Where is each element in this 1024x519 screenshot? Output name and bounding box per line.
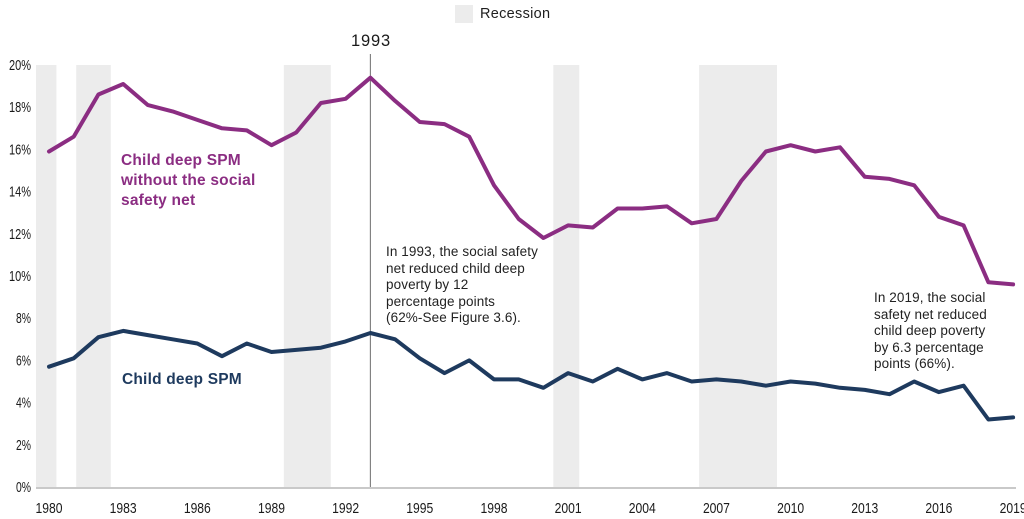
x-tick-label: 1980 — [36, 500, 63, 517]
legend: Recession — [455, 5, 550, 23]
x-tick-label: 2010 — [777, 500, 804, 517]
y-tick-label: 14% — [9, 184, 31, 201]
x-tick-label: 2001 — [555, 500, 582, 517]
x-tick-label: 2019 — [1000, 500, 1024, 517]
recession-band — [283, 65, 331, 487]
legend-label: Recession — [480, 6, 551, 22]
recession-band — [699, 65, 778, 487]
note-1993: In 1993, the social safety net reduced c… — [386, 244, 538, 325]
x-tick-label: 2004 — [629, 500, 656, 517]
series-line-child-deep-spm — [47, 328, 1016, 422]
year-1993-label: 1993 — [351, 32, 391, 50]
y-tick-label: 12% — [9, 226, 31, 243]
series-label-child-deep-spm: Child deep SPM — [122, 371, 242, 388]
recession-band — [553, 65, 580, 487]
y-tick-label: 2% — [16, 437, 31, 454]
x-tick-label: 1986 — [184, 500, 211, 517]
y-tick-label: 10% — [9, 268, 31, 285]
x-tick-label: 1992 — [332, 500, 359, 517]
y-tick-label: 6% — [16, 352, 31, 369]
recession-swatch — [455, 5, 473, 23]
y-tick-label: 4% — [16, 395, 31, 412]
recession-band — [36, 65, 57, 487]
x-tick-label: 1998 — [480, 500, 507, 517]
recession-band — [76, 65, 111, 487]
x-tick-label: 1995 — [406, 500, 433, 517]
y-tick-label: 18% — [9, 99, 31, 116]
note-2019: In 2019, the social safety net reduced c… — [874, 290, 987, 371]
x-tick-label: 1989 — [258, 500, 285, 517]
x-tick-label: 2013 — [851, 500, 878, 517]
y-tick-label: 8% — [16, 310, 31, 327]
x-tick-label: 1983 — [110, 500, 137, 517]
x-tick-label: 2016 — [925, 500, 952, 517]
series-label-without-safety-net: Child deep SPM without the social safety… — [121, 152, 256, 209]
x-tick-label: 2007 — [703, 500, 730, 517]
series-line-without-safety-net — [47, 75, 1016, 287]
y-tick-label: 20% — [9, 57, 31, 74]
y-tick-label: 0% — [16, 479, 31, 496]
y-tick-label: 16% — [9, 141, 31, 158]
